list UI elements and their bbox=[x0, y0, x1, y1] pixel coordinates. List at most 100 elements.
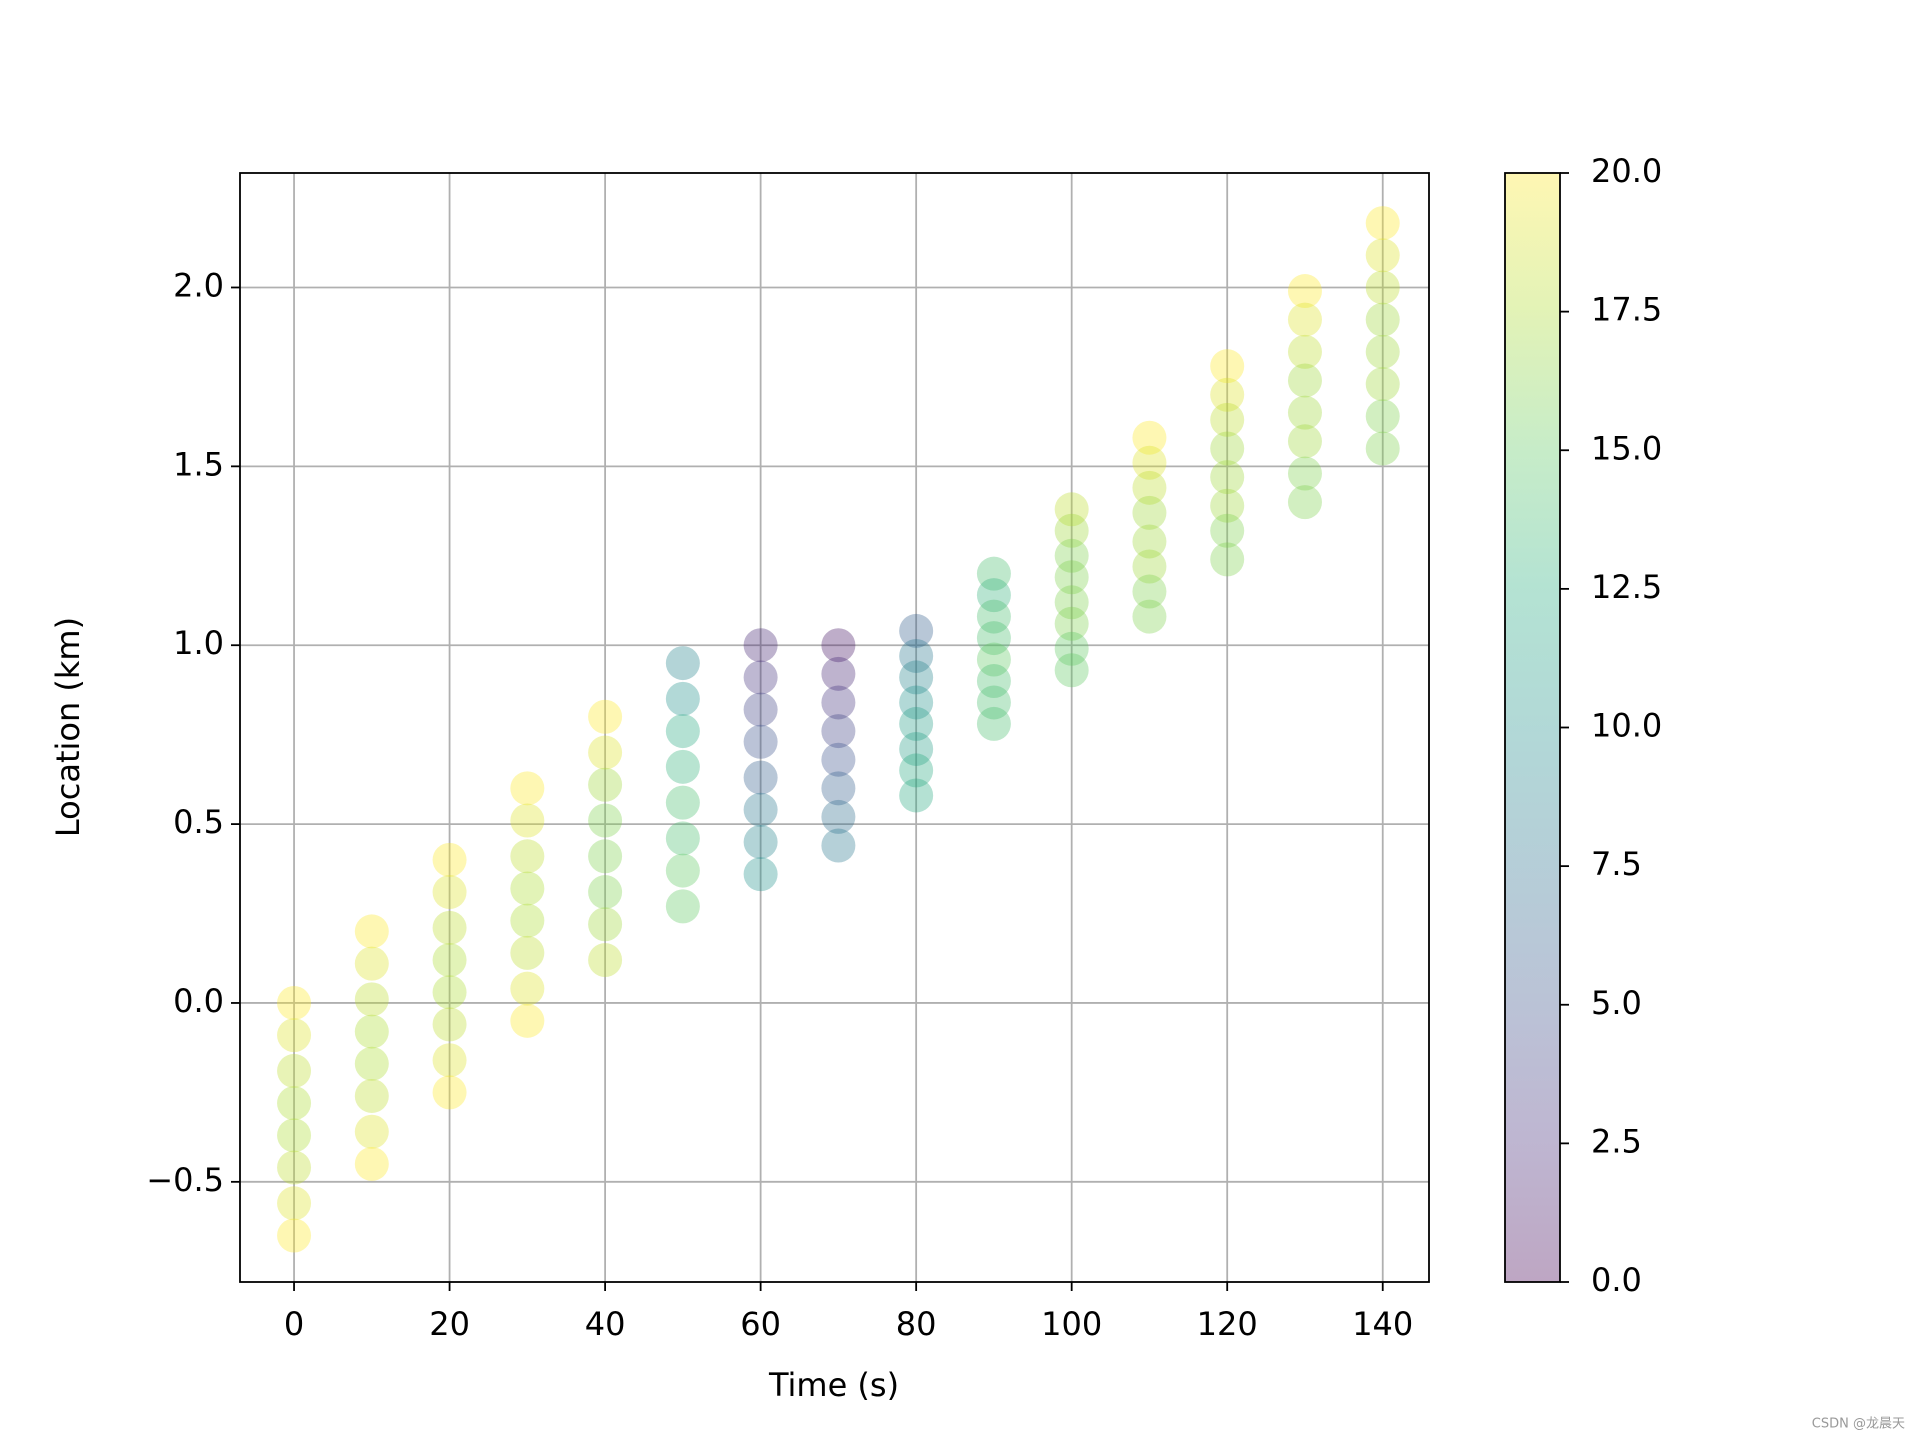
point bbox=[1287, 274, 1322, 309]
point bbox=[899, 706, 934, 741]
point bbox=[354, 1014, 389, 1049]
point bbox=[976, 642, 1011, 677]
point bbox=[821, 828, 856, 863]
point bbox=[1287, 395, 1322, 430]
point bbox=[665, 821, 700, 856]
point bbox=[1054, 492, 1089, 527]
point bbox=[354, 982, 389, 1017]
point bbox=[277, 1053, 312, 1088]
point bbox=[899, 685, 934, 720]
point bbox=[899, 638, 934, 673]
point bbox=[1054, 560, 1089, 595]
point bbox=[821, 742, 856, 777]
colorbar-tick-label: 10.0 bbox=[1591, 707, 1662, 745]
point bbox=[1287, 334, 1322, 369]
y-tick-label: 0.5 bbox=[173, 803, 224, 841]
point bbox=[1365, 431, 1400, 466]
point bbox=[1287, 456, 1322, 491]
x-tick-label: 120 bbox=[1197, 1305, 1258, 1343]
point bbox=[510, 839, 545, 874]
y-tick-label: −0.5 bbox=[146, 1161, 224, 1199]
point bbox=[743, 857, 778, 892]
colorbar-tick-label: 12.5 bbox=[1591, 568, 1662, 606]
point bbox=[1132, 420, 1167, 455]
point bbox=[277, 1150, 312, 1185]
point bbox=[510, 1003, 545, 1038]
point bbox=[588, 875, 623, 910]
point bbox=[1054, 606, 1089, 641]
point bbox=[1287, 302, 1322, 337]
x-axis-label: Time (s) bbox=[768, 1366, 899, 1404]
point bbox=[743, 660, 778, 695]
point bbox=[1132, 549, 1167, 584]
point bbox=[976, 621, 1011, 656]
point bbox=[1132, 445, 1167, 480]
point bbox=[665, 681, 700, 716]
point bbox=[354, 1078, 389, 1113]
point bbox=[510, 971, 545, 1006]
x-tick-label: 20 bbox=[429, 1305, 470, 1343]
x-tick-label: 80 bbox=[896, 1305, 937, 1343]
point bbox=[277, 1086, 312, 1121]
point bbox=[1365, 399, 1400, 434]
point bbox=[588, 803, 623, 838]
point bbox=[1365, 238, 1400, 273]
colorbar-tick-label: 15.0 bbox=[1591, 429, 1662, 467]
point bbox=[899, 613, 934, 648]
point bbox=[899, 778, 934, 813]
point bbox=[1132, 495, 1167, 530]
point bbox=[899, 731, 934, 766]
point bbox=[743, 724, 778, 759]
point bbox=[665, 646, 700, 681]
point bbox=[277, 985, 312, 1020]
point bbox=[510, 803, 545, 838]
point bbox=[432, 975, 467, 1010]
point bbox=[1054, 653, 1089, 688]
point bbox=[821, 799, 856, 834]
point bbox=[976, 556, 1011, 591]
x-tick-label: 40 bbox=[585, 1305, 626, 1343]
point bbox=[1287, 363, 1322, 398]
y-tick-label: 2.0 bbox=[173, 266, 224, 304]
point bbox=[976, 663, 1011, 698]
point bbox=[1210, 431, 1245, 466]
point bbox=[1054, 513, 1089, 548]
point bbox=[976, 685, 1011, 720]
point bbox=[899, 660, 934, 695]
point bbox=[277, 1118, 312, 1153]
point bbox=[821, 714, 856, 749]
point bbox=[1287, 424, 1322, 459]
point bbox=[354, 914, 389, 949]
colorbar-tick-label: 17.5 bbox=[1591, 291, 1662, 329]
point bbox=[588, 735, 623, 770]
point bbox=[510, 903, 545, 938]
point bbox=[1054, 538, 1089, 573]
point bbox=[588, 699, 623, 734]
point bbox=[1365, 334, 1400, 369]
y-tick-label: 0.0 bbox=[173, 982, 224, 1020]
point bbox=[1054, 631, 1089, 666]
point bbox=[1365, 270, 1400, 305]
point bbox=[821, 771, 856, 806]
point bbox=[1210, 402, 1245, 437]
point bbox=[277, 1186, 312, 1221]
point bbox=[510, 935, 545, 970]
y-axis-label: Location (km) bbox=[49, 617, 87, 837]
point bbox=[588, 943, 623, 978]
point bbox=[1365, 367, 1400, 402]
point bbox=[277, 1018, 312, 1053]
point bbox=[510, 771, 545, 806]
point bbox=[1365, 206, 1400, 241]
point bbox=[1210, 460, 1245, 495]
point bbox=[354, 1114, 389, 1149]
point bbox=[1365, 302, 1400, 337]
point bbox=[821, 685, 856, 720]
point bbox=[432, 910, 467, 945]
point bbox=[743, 824, 778, 859]
point bbox=[354, 1146, 389, 1181]
point bbox=[432, 943, 467, 978]
point bbox=[432, 875, 467, 910]
point bbox=[665, 714, 700, 749]
point bbox=[588, 907, 623, 942]
point bbox=[432, 1075, 467, 1110]
